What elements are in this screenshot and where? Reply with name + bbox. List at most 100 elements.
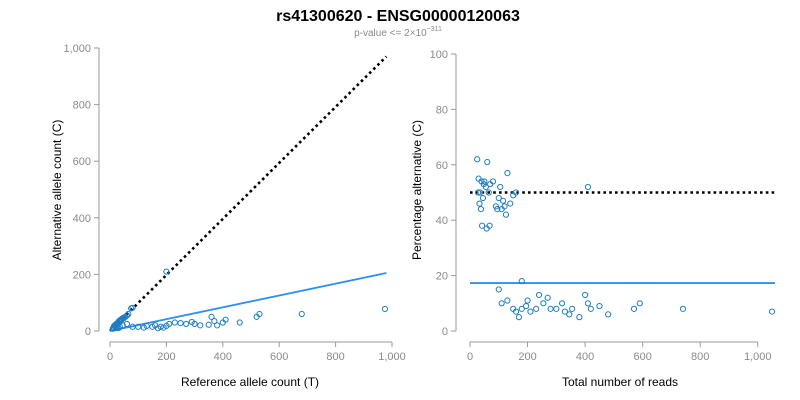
left-axes: 0 200 400 600 800 1,000 0 200 400 600 800 1,000 <box>63 43 405 363</box>
right-data-point <box>489 178 497 185</box>
left-data-point <box>125 310 132 318</box>
right-data-point <box>486 222 493 229</box>
right-data-point <box>587 305 594 312</box>
left-y-tick-label: 0 <box>85 326 91 338</box>
right-data-point <box>512 308 520 315</box>
right-data-point <box>547 305 554 312</box>
subtitle-prefix: p-value <= 2 <box>354 28 410 39</box>
left-data-point <box>236 319 243 326</box>
right-data-point <box>499 197 507 204</box>
right-data-point <box>480 181 487 188</box>
subtitle-exponent: −311 <box>427 26 442 33</box>
right-data-point <box>535 291 543 299</box>
left-data-point <box>166 320 173 328</box>
right-data-point <box>553 305 560 312</box>
subtitle-times: × <box>410 28 416 39</box>
right-lines <box>470 191 775 284</box>
right-data-point <box>485 189 492 196</box>
left-data-point <box>214 322 221 329</box>
right-data-point <box>512 189 520 196</box>
left-lines <box>109 55 388 332</box>
right-data-point <box>476 189 484 196</box>
left-data-point <box>119 322 126 329</box>
right-data-point <box>581 291 589 299</box>
left-data-point <box>157 323 164 330</box>
right-x-axis-label: Total number of reads <box>562 375 678 389</box>
left-y-tick-label: 400 <box>73 213 91 225</box>
left-data-point <box>177 319 184 327</box>
right-data-point <box>527 308 534 315</box>
right-x-tick-label: 800 <box>691 351 709 363</box>
right-data-point <box>504 297 511 304</box>
left-x-tick-label: 1,000 <box>378 351 406 363</box>
right-data-point <box>523 302 530 310</box>
right-data-point <box>484 158 491 166</box>
right-data-point <box>769 308 776 315</box>
right-x-tick-label: 600 <box>633 351 651 363</box>
left-data-point <box>211 317 218 325</box>
left-data-point <box>110 325 118 332</box>
right-data-point <box>540 300 547 307</box>
right-y-tick-label: 60 <box>436 160 448 172</box>
subtitle-base: 10 <box>416 28 428 39</box>
left-data-point <box>143 322 150 330</box>
left-data-point <box>381 305 389 313</box>
right-data-point <box>477 206 485 213</box>
right-x-tick-label: 0 <box>467 351 473 363</box>
left-data-point <box>256 310 263 318</box>
right-data-point <box>495 286 502 293</box>
right-data-point <box>515 314 523 321</box>
left-y-tick-label: 800 <box>73 100 91 112</box>
right-data-point <box>561 308 569 315</box>
left-data-point <box>135 323 142 330</box>
right-points <box>474 156 776 321</box>
right-panel: 0 200 400 600 800 1,000 0 20 40 60 80 100 Total num… <box>410 49 776 389</box>
right-data-point <box>566 311 573 318</box>
right-data-point <box>495 194 502 202</box>
left-data-point <box>115 325 122 332</box>
right-data-point <box>584 183 592 191</box>
left-data-point <box>208 313 215 320</box>
right-data-point <box>569 305 576 312</box>
right-data-point <box>481 178 488 185</box>
right-data-point <box>501 203 508 210</box>
right-data-point <box>630 305 638 312</box>
right-data-point <box>558 300 566 307</box>
right-y-tick-label: 0 <box>442 326 448 338</box>
right-data-point <box>507 200 514 207</box>
left-x-tick-label: 400 <box>214 351 232 363</box>
left-x-tick-label: 800 <box>326 351 344 363</box>
right-data-point <box>518 278 525 285</box>
right-data-point <box>498 300 505 307</box>
right-data-point <box>474 156 481 163</box>
right-data-point <box>636 300 643 307</box>
chart-title: rs41300620 - ENSG00000120063 <box>276 8 520 25</box>
right-y-tick-label: 100 <box>430 49 448 61</box>
left-y-axis-label: Alternative allele count (C) <box>50 120 64 261</box>
right-data-point <box>584 300 592 307</box>
left-data-point <box>205 321 212 328</box>
right-axes: 0 200 400 600 800 1,000 0 20 40 60 80 100 <box>430 49 772 363</box>
left-data-point <box>129 304 136 311</box>
right-y-tick-label: 80 <box>436 104 448 116</box>
right-data-point <box>605 311 612 318</box>
right-data-point <box>524 297 531 304</box>
left-points <box>109 268 389 332</box>
left-y-tick-label: 600 <box>73 156 91 168</box>
left-y-tick-label: 1,000 <box>63 43 91 55</box>
left-data-point <box>123 320 131 328</box>
left-data-point <box>197 322 204 329</box>
left-reference-line <box>109 55 388 332</box>
left-data-point <box>183 320 190 328</box>
left-panel: 0 200 400 600 800 1,000 0 200 400 600 800 1,000 Ref… <box>50 43 406 389</box>
right-data-point <box>533 305 540 312</box>
right-data-point <box>679 305 687 312</box>
right-y-tick-label: 20 <box>436 271 448 283</box>
left-x-tick-label: 0 <box>107 351 113 363</box>
right-y-tick-label: 40 <box>436 215 448 227</box>
left-data-point <box>171 319 178 326</box>
right-y-axis-label: Percentage alternative (C) <box>410 120 424 260</box>
right-data-point <box>479 194 487 202</box>
left-x-tick-label: 600 <box>270 351 288 363</box>
